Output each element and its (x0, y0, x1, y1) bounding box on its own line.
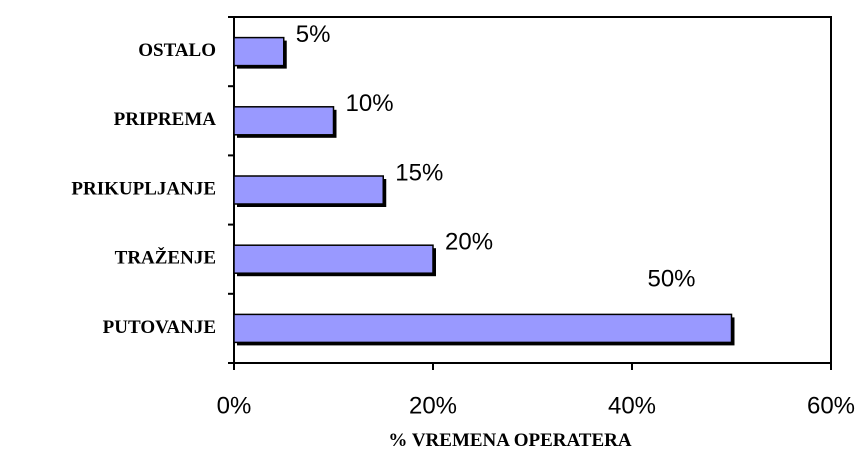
bar (233, 244, 434, 274)
value-label: 10% (346, 90, 394, 117)
y-tick-label: PRIPREMA (114, 109, 217, 130)
bar (233, 175, 384, 205)
y-tick-label: PUTOVANJE (103, 317, 216, 338)
x-tick-label: 0% (217, 392, 252, 419)
x-axis-title: % VREMENA OPERATERA (388, 430, 631, 451)
bar (233, 313, 733, 344)
value-label: 15% (395, 159, 443, 186)
bar (233, 36, 285, 67)
bar (233, 106, 335, 136)
y-tick-label: PRIKUPLJANJE (71, 178, 216, 199)
y-tick-label: OSTALO (138, 40, 216, 61)
x-tick-label: 20% (409, 392, 457, 419)
x-tick-label: 60% (807, 392, 855, 419)
value-label: 50% (647, 266, 695, 293)
value-label: 5% (296, 21, 331, 48)
value-label: 20% (445, 229, 493, 256)
y-tick-label: TRAŽENJE (115, 247, 216, 269)
x-tick-label: 40% (608, 392, 656, 419)
